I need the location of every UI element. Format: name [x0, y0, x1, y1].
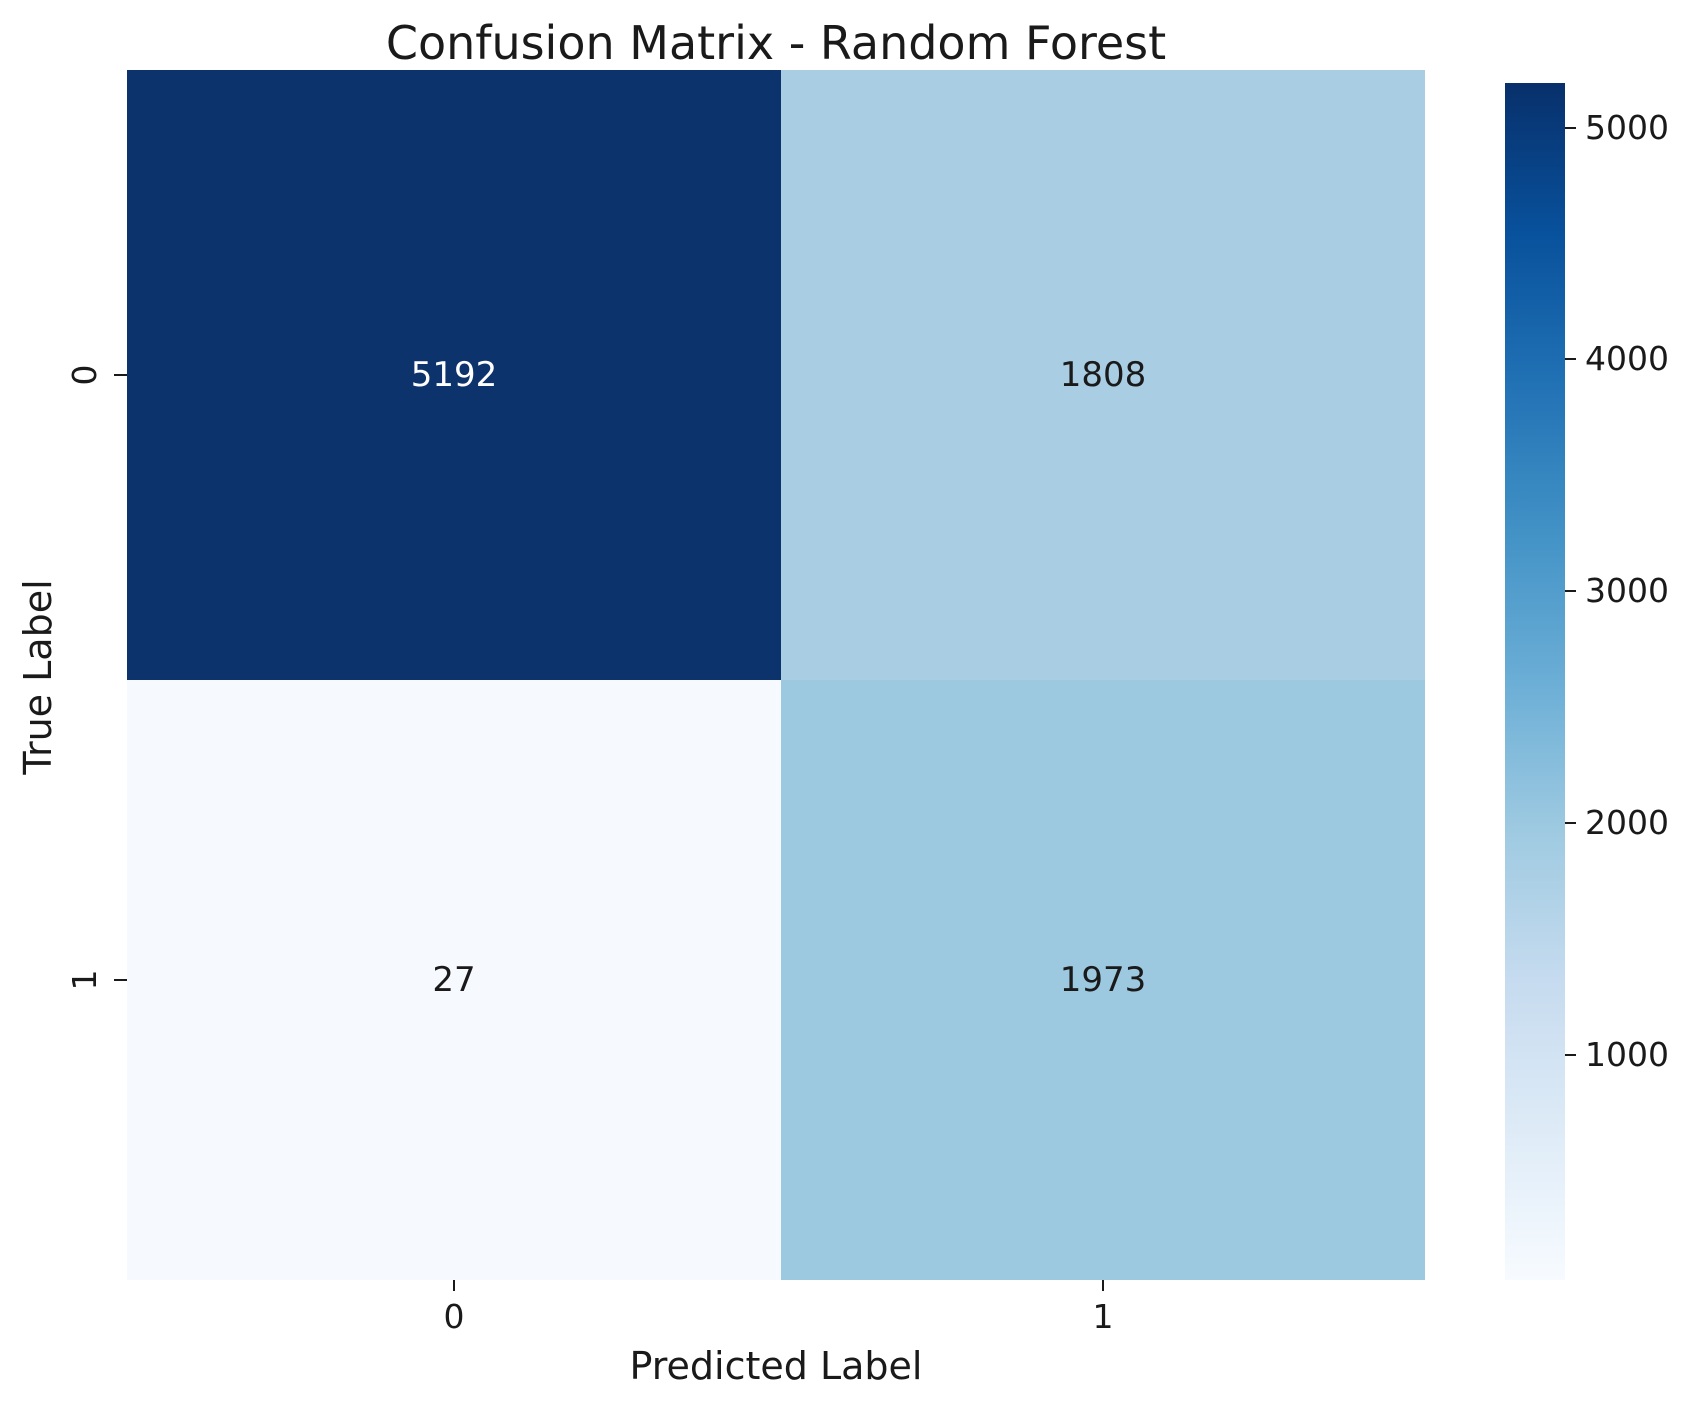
colorbar-tick-label-3000: 3000 — [1585, 571, 1669, 610]
y-tick-label-0: 0 — [64, 364, 104, 386]
colorbar-tick-mark-5000 — [1565, 127, 1576, 129]
x-tick-mark-1 — [1102, 1280, 1104, 1291]
y-tick-mark-0 — [114, 374, 127, 376]
colorbar-tick-label-4000: 4000 — [1585, 339, 1669, 378]
chart-title: Confusion Matrix - Random Forest — [385, 16, 1167, 70]
heatmap-cell-true0-pred1: 1808 — [781, 70, 1425, 680]
x-tick-label-0: 0 — [443, 1297, 465, 1336]
y-axis-label: True Label — [16, 579, 60, 775]
heatmap-cell-true1-pred1: 1973 — [781, 680, 1425, 1280]
heatmap-cell-true1-pred0: 27 — [127, 680, 781, 1280]
colorbar-tick-mark-3000 — [1565, 590, 1576, 592]
y-tick-mark-1 — [114, 979, 127, 981]
colorbar-tick-mark-2000 — [1565, 822, 1576, 824]
x-tick-mark-0 — [453, 1280, 455, 1291]
y-tick-label-1: 1 — [64, 969, 104, 991]
colorbar-tick-mark-4000 — [1565, 358, 1576, 360]
colorbar-tick-label-1000: 1000 — [1585, 1035, 1669, 1074]
x-axis-label: Predicted Label — [629, 1344, 923, 1388]
x-tick-label-1: 1 — [1092, 1297, 1114, 1336]
colorbar: 5000 4000 3000 2000 1000 — [1505, 83, 1669, 1280]
colorbar-tick-label-2000: 2000 — [1585, 803, 1669, 842]
heatmap: 5192 1808 27 1973 — [127, 70, 1425, 1280]
heatmap-cell-true0-pred0: 5192 — [127, 70, 781, 680]
colorbar-tick-label-5000: 5000 — [1585, 108, 1669, 147]
colorbar-tick-mark-1000 — [1565, 1054, 1576, 1056]
